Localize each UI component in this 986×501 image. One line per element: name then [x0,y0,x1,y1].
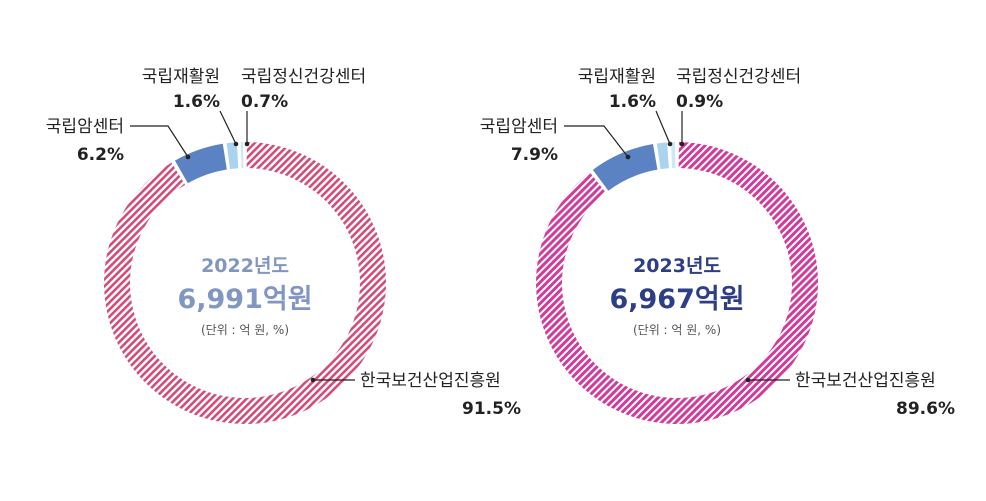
label-cancer-2022: 국립암센터 [46,117,124,137]
center-unit-2022: (단위 : 억 원, %) [201,323,289,337]
pct-rehab-2023: 1.6% [609,92,656,112]
leader-cancer-2023 [564,125,629,158]
pct-cancer-2022: 6.2% [77,145,124,165]
center-total-2022: 6,991억원 [177,284,312,315]
slice-mental-center-2022 [240,142,244,169]
slice-mental-center-2023 [671,142,676,169]
leader-dot-kohi-2022 [310,377,316,383]
pct-mental-2023: 0.9% [676,92,723,112]
slice-rehab-center-2022 [226,142,239,169]
leader-dot-mental-2023 [679,141,685,147]
slice-cancer-center-2023 [592,144,658,191]
center-unit-2023: (단위 : 억 원, %) [633,323,721,337]
donut-chart-2022: 2022년도 6,991억원 (단위 : 억 원, %) 한국보건산업진흥원 9… [46,67,521,424]
slice-kohi-2023 [536,142,819,424]
leader-cancer-2022 [130,125,189,158]
center-year-2023: 2023년도 [633,255,721,277]
leader-rehab-2022 [219,110,237,145]
leader-rehab-2023 [655,110,671,145]
center-total-2023: 6,967억원 [609,284,744,315]
pct-cancer-2023: 7.9% [511,145,558,165]
label-kohi-2022: 한국보건산업진흥원 [360,371,501,391]
leader-dot-rehab-2022 [233,141,239,147]
leader-dot-kohi-2023 [745,377,751,383]
pct-kohi-2022: 91.5% [462,399,521,419]
slice-rehab-center-2023 [656,142,669,170]
slice-cancer-center-2022 [174,143,227,184]
leader-dot-rehab-2023 [667,141,673,147]
pct-kohi-2023: 89.6% [896,399,955,419]
center-year-2022: 2022년도 [201,255,289,277]
label-mental-2023: 국립정신건강센터 [676,67,801,87]
label-cancer-2023: 국립암센터 [480,117,558,137]
label-rehab-2023: 국립재활원 [578,67,656,87]
leader-dot-cancer-2022 [185,154,191,160]
slice-kohi-2022 [104,142,387,424]
donut-chart-2023: 2023년도 6,967억원 (단위 : 억 원, %) 한국보건산업진흥원 8… [480,67,955,424]
pct-rehab-2022: 1.6% [173,92,220,112]
label-rehab-2022: 국립재활원 [142,67,220,87]
pct-mental-2022: 0.7% [241,92,288,112]
leader-dot-mental-2022 [244,141,250,147]
leader-dot-cancer-2023 [625,154,631,160]
label-kohi-2023: 한국보건산업진흥원 [795,371,936,391]
label-mental-2022: 국립정신건강센터 [241,67,366,87]
